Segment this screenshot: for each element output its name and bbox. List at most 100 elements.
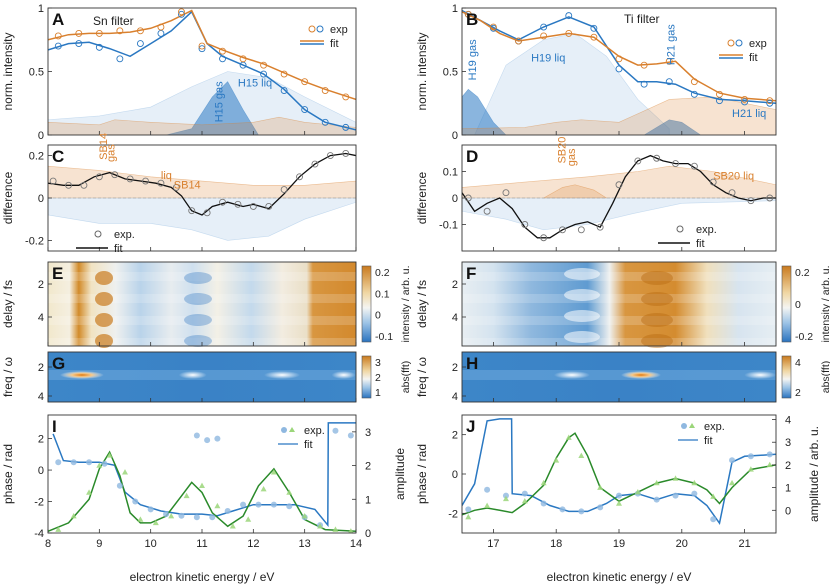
legend-label: exp. (704, 421, 725, 433)
x-tick-label: 8 (45, 538, 51, 550)
marker-amplitude-exp (616, 500, 622, 506)
marker-exp-blue (95, 43, 103, 51)
annotation: H15 liq (238, 78, 272, 90)
marker-exp. (577, 226, 585, 234)
legend-marker (681, 423, 687, 429)
line-fit-blue (462, 9, 776, 105)
colorbar-E (361, 265, 372, 343)
legend-label: fit (330, 38, 339, 50)
y2-tick-label: 3 (365, 427, 371, 439)
marker-amplitude-exp (332, 526, 339, 532)
annotation: SB14 (174, 179, 201, 191)
marker-exp-blue (198, 45, 206, 53)
marker-exp. (672, 160, 679, 168)
y-tick-label: 0 (38, 193, 44, 205)
y-tick-label: -0.1 (439, 220, 458, 232)
marker-exp-blue (615, 65, 623, 73)
y2-tick-label: 1 (785, 483, 791, 495)
blob (641, 292, 673, 306)
colorbar-tick-label: 2 (795, 387, 801, 399)
panel-letter-C: C (52, 147, 64, 166)
marker-exp-blue (540, 23, 548, 31)
marker-amplitude-exp (484, 502, 491, 508)
blob (95, 313, 113, 327)
marker-phase-exp (653, 496, 660, 503)
y2-tick-label: 1 (365, 494, 371, 506)
marker-amplitude-exp (729, 479, 736, 486)
marker-amplitude-exp (199, 482, 205, 488)
modulation-band (462, 294, 776, 303)
panel-I-lines (48, 422, 356, 533)
marker-amplitude-exp (317, 523, 324, 529)
y-tick-label: 2 (452, 279, 458, 291)
y-tick-label: 2 (38, 362, 44, 374)
marker-amplitude-exp (301, 512, 308, 519)
y2-tick-label: 0 (785, 505, 791, 517)
blob (95, 271, 113, 285)
marker-exp. (219, 198, 226, 206)
panel-A-lines (48, 9, 356, 131)
marker-exp-blue (741, 98, 749, 106)
marker-amplitude-exp (229, 523, 236, 529)
marker-exp-blue (136, 40, 144, 48)
modulation-band (48, 272, 356, 281)
heatmap-E (48, 262, 356, 348)
annotation: H19 gas (467, 39, 479, 80)
blob (564, 268, 600, 280)
marker-phase-exp (178, 512, 185, 519)
legend-label: fit (696, 238, 705, 250)
legend-marker (281, 427, 287, 433)
line-fit-orange (462, 11, 776, 102)
marker-phase-exp (286, 503, 293, 510)
x-tick-label: 20 (676, 538, 688, 550)
marker-exp-orange (716, 90, 723, 98)
panel-I-markers (55, 427, 354, 533)
y-axis-label: phase / rad (415, 444, 429, 504)
marker-exp-orange (219, 47, 226, 55)
marker-phase-exp (204, 437, 211, 444)
colorbar-label: intensity / arb. u. (400, 265, 412, 342)
marker-phase-exp (101, 460, 108, 467)
x-tick-label: 14 (350, 538, 362, 550)
marker-exp-orange (136, 27, 144, 35)
marker-exp-orange (342, 93, 350, 101)
marker-exp-orange (615, 55, 623, 63)
marker-exp. (203, 209, 211, 217)
y-tick-label: 4 (38, 312, 44, 324)
legend-marker (94, 230, 102, 238)
blob (184, 272, 212, 284)
colorbar-G (361, 355, 372, 399)
marker-amplitude-exp (168, 512, 175, 519)
marker-amplitude-exp (766, 461, 773, 468)
y2-axis-label: amplitude (393, 448, 407, 500)
y-axis-label: delay / fs (415, 280, 429, 328)
marker-phase-exp (255, 501, 262, 508)
marker-exp-orange (565, 29, 573, 37)
panel-letter-D: D (466, 147, 478, 166)
marker-exp. (709, 178, 717, 186)
annotation: H21 liq (732, 108, 766, 120)
marker-exp-orange (741, 95, 749, 103)
y-tick-label: 4 (452, 391, 458, 403)
modulation-band (462, 316, 776, 325)
marker-amplitude-exp (183, 492, 190, 499)
panel-D-markers (464, 154, 774, 242)
fft-spot (178, 371, 207, 379)
colorbar-tick-label: 0 (375, 310, 381, 322)
marker-exp. (172, 183, 180, 191)
marker-exp. (126, 175, 134, 183)
blob (564, 331, 600, 343)
marker-exp-orange (260, 61, 268, 69)
marker-exp-blue (219, 55, 226, 63)
annotation: SB14 (98, 133, 110, 160)
annotation: H21 gas (665, 24, 677, 65)
heatmap-F (462, 262, 776, 348)
marker-exp-blue (260, 70, 268, 78)
y-tick-label: 2 (452, 362, 458, 374)
marker-amplitude-exp (70, 512, 77, 519)
x-tick-label: 10 (145, 538, 157, 550)
fft-band (462, 370, 776, 380)
marker-phase-exp (578, 508, 585, 515)
legend-label: fit (749, 52, 758, 64)
marker-exp-orange (464, 10, 472, 18)
